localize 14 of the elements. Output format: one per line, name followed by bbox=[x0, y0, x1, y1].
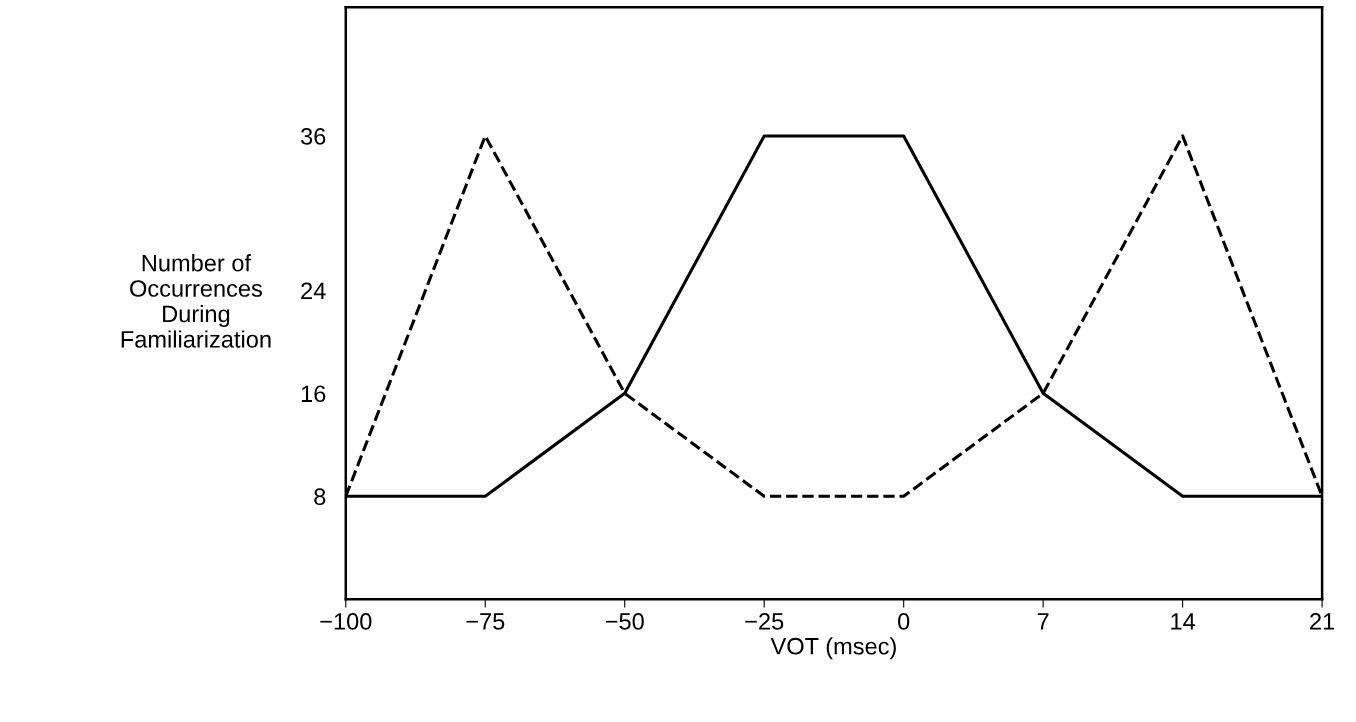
y-tick-label: 16 bbox=[301, 385, 326, 403]
x-tick-label: 14 bbox=[1171, 613, 1196, 630]
y-tick-label: 24 bbox=[301, 282, 326, 299]
x-tick-label: 21 bbox=[1310, 613, 1335, 630]
x-tick-label: −100 bbox=[320, 613, 372, 630]
y-tick-label: 36 bbox=[300, 127, 326, 145]
x-tick-label: −25 bbox=[745, 613, 784, 630]
x-tick-label: −75 bbox=[466, 613, 505, 630]
y-axis-title: Number of Occurrences During Familiarization bbox=[121, 254, 271, 348]
x-tick-label: 7 bbox=[1037, 613, 1049, 630]
x-tick-label: −50 bbox=[605, 613, 644, 630]
x-tick-label: 0 bbox=[898, 613, 910, 630]
y-tick-label: 8 bbox=[314, 488, 326, 506]
x-axis-title: VOT (msec) bbox=[770, 637, 896, 660]
